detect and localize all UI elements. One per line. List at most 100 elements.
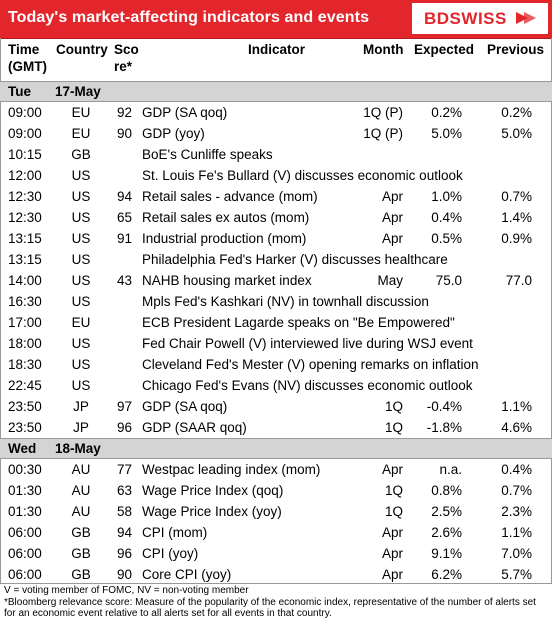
row-country: US xyxy=(71,336,91,351)
row-time: 14:00 xyxy=(8,273,42,288)
row-time: 06:00 xyxy=(8,525,42,540)
table-row: 06:00 GB 94 CPI (mom) Apr 2.6% 1.1% xyxy=(0,522,552,543)
table-row: 01:30 AU 58 Wage Price Index (yoy) 1Q 2.5% 2.3… xyxy=(0,501,552,522)
table-row: 12:30 US 65 Retail sales ex autos (mom) Apr 0… xyxy=(0,207,552,228)
row-score: 96 xyxy=(116,546,132,561)
bdswiss-logo: BDSWISS xyxy=(412,3,548,34)
row-previous: 1.4% xyxy=(501,210,532,225)
day-date: 18-May xyxy=(55,441,101,456)
row-country: EU xyxy=(71,105,91,120)
row-previous: 0.7% xyxy=(501,483,532,498)
row-time: 23:50 xyxy=(8,399,42,414)
row-month: 1Q xyxy=(384,399,403,414)
header-indicator: Indicator xyxy=(248,42,306,57)
header-previous: Previous xyxy=(487,42,545,57)
row-indicator: GDP (yoy) xyxy=(142,126,205,141)
row-previous: 1.1% xyxy=(501,525,532,540)
row-month: Apr xyxy=(381,231,403,246)
row-country: US xyxy=(71,189,91,204)
row-expected: 0.2% xyxy=(431,105,462,120)
header-time-line1: Time xyxy=(8,42,40,57)
row-score: 90 xyxy=(116,126,132,141)
row-expected: 6.2% xyxy=(431,567,462,582)
header-month: Month xyxy=(363,42,404,57)
day-name: Wed xyxy=(8,441,37,456)
row-country: EU xyxy=(71,315,91,330)
row-month: Apr xyxy=(381,189,403,204)
row-indicator: GDP (SA qoq) xyxy=(142,105,228,120)
row-country: US xyxy=(71,252,91,267)
header-score-line2: re* xyxy=(114,59,133,74)
row-indicator: Retail sales - advance (mom) xyxy=(142,189,318,204)
row-time: 06:00 xyxy=(8,567,42,582)
row-previous: 0.2% xyxy=(501,105,532,120)
footnotes: V = voting member of FOMC, NV = non-voti… xyxy=(0,583,552,620)
row-previous: 0.4% xyxy=(501,462,532,477)
row-indicator: Core CPI (yoy) xyxy=(142,567,232,582)
row-month: Apr xyxy=(381,462,403,477)
row-month: Apr xyxy=(381,567,403,582)
page-title: Today's market-affecting indicators and … xyxy=(8,9,370,26)
table-row: 00:30 AU 77 Westpac leading index (mom) Apr n… xyxy=(0,459,552,480)
row-country: EU xyxy=(71,126,91,141)
row-expected: 0.5% xyxy=(431,231,462,246)
row-indicator: Industrial production (mom) xyxy=(142,231,307,246)
row-expected: n.a. xyxy=(439,462,462,477)
logo-text: BDSWISS xyxy=(424,9,507,28)
row-score: 65 xyxy=(116,210,132,225)
row-month: 1Q xyxy=(384,504,403,519)
row-indicator: CPI (yoy) xyxy=(142,546,199,561)
header-time-line2: (GMT) xyxy=(8,59,47,74)
row-country: US xyxy=(71,168,91,183)
row-previous: 2.3% xyxy=(501,504,532,519)
row-country: AU xyxy=(71,504,91,519)
table-left-border xyxy=(0,38,1,583)
row-country: US xyxy=(71,294,91,309)
row-month: 1Q (P) xyxy=(363,105,403,120)
table-row: 01:30 AU 63 Wage Price Index (qoq) 1Q 0.8% 0.7… xyxy=(0,480,552,501)
footnote-score: *Bloomberg relevance score: Measure of t… xyxy=(4,596,536,620)
row-country: AU xyxy=(71,462,91,477)
table-row: 10:15 GB BoE's Cunliffe speaks xyxy=(0,144,552,165)
row-expected: 75.0 xyxy=(435,273,462,288)
table-row: 18:00 US Fed Chair Powell (V) interviewed … xyxy=(0,333,552,354)
table-row: 14:00 US 43 NAHB housing market index May 75.… xyxy=(0,270,552,291)
row-country: US xyxy=(71,231,91,246)
row-indicator: GDP (SAAR qoq) xyxy=(142,420,247,435)
row-score: 77 xyxy=(116,462,132,477)
row-indicator: Wage Price Index (yoy) xyxy=(142,504,282,519)
row-country: JP xyxy=(73,399,89,414)
row-country: US xyxy=(71,378,91,393)
row-time: 13:15 xyxy=(8,252,42,267)
row-country: GB xyxy=(71,546,91,561)
day-date: 17-May xyxy=(55,84,101,99)
row-time: 12:30 xyxy=(8,189,42,204)
row-month: 1Q xyxy=(384,483,403,498)
row-time: 18:30 xyxy=(8,357,42,372)
row-expected: 0.4% xyxy=(431,210,462,225)
row-expected: 5.0% xyxy=(431,126,462,141)
row-time: 16:30 xyxy=(8,294,42,309)
row-indicator: Westpac leading index (mom) xyxy=(142,462,321,477)
header-time: Time (GMT) xyxy=(8,41,47,75)
row-country: US xyxy=(71,210,91,225)
row-score: 90 xyxy=(116,567,132,582)
header-expected: Expected xyxy=(414,42,475,57)
row-previous: 1.1% xyxy=(501,399,532,414)
row-score: 96 xyxy=(116,420,132,435)
row-month: Apr xyxy=(381,525,403,540)
row-time: 12:30 xyxy=(8,210,42,225)
row-time: 22:45 xyxy=(8,378,42,393)
row-expected: 1.0% xyxy=(431,189,462,204)
row-time: 01:30 xyxy=(8,483,42,498)
table-row: 13:15 US 91 Industrial production (mom) Apr 0… xyxy=(0,228,552,249)
row-expected: -1.8% xyxy=(426,420,462,435)
table-row: 06:00 GB 96 CPI (yoy) Apr 9.1% 7.0% xyxy=(0,543,552,564)
row-score: 91 xyxy=(116,231,132,246)
row-score: 94 xyxy=(116,525,132,540)
row-score: 92 xyxy=(116,105,132,120)
table-row: 16:30 US Mpls Fed's Kashkari (NV) in townh… xyxy=(0,291,552,312)
row-indicator: Philadelphia Fed's Harker (V) discusses … xyxy=(142,252,448,267)
row-time: 13:15 xyxy=(8,231,42,246)
table-row: 17:00 EU ECB President Lagarde speaks on "… xyxy=(0,312,552,333)
